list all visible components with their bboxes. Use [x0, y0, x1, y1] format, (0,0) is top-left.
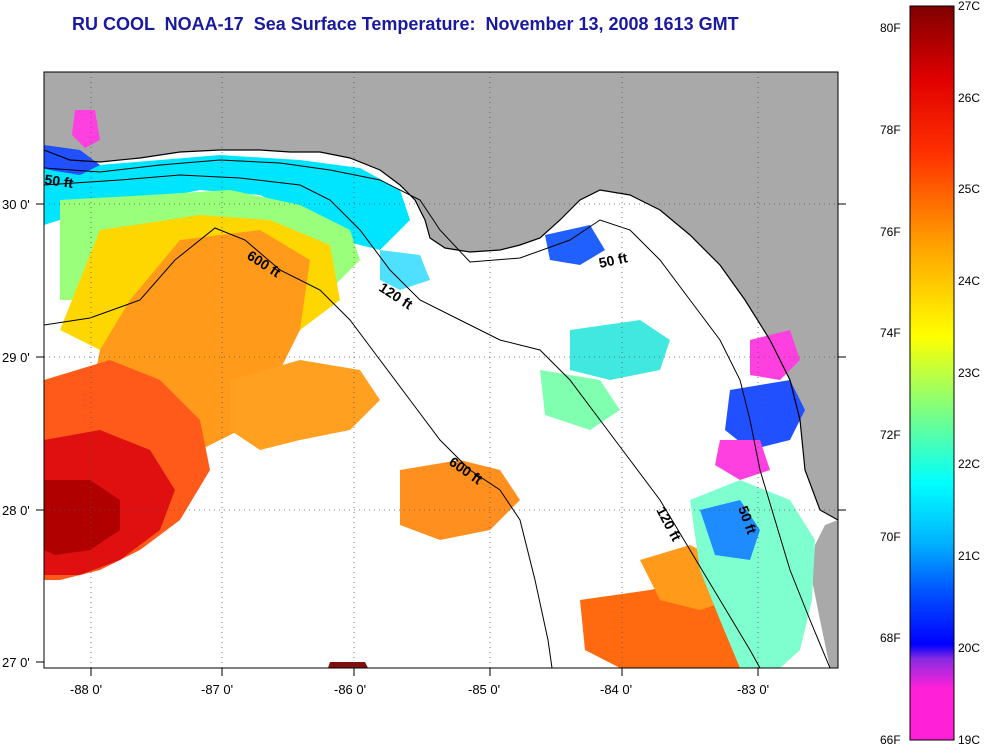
colorbar-c-label: 27C [958, 0, 980, 13]
colorbar-f-label: 66F [880, 733, 901, 747]
contour-label: 50 ft [44, 171, 75, 191]
map-title: RU COOL NOAA-17 Sea Surface Temperature:… [72, 14, 739, 34]
lon-label: -87 0' [201, 682, 233, 697]
lat-label: 27 0' [2, 655, 30, 670]
latitude-labels: 30 0' 29 0' 28 0' 27 0' [2, 197, 30, 670]
lon-label: -84 0' [600, 682, 632, 697]
colorbar-f-label: 80F [880, 21, 901, 35]
coastline [44, 149, 838, 521]
contour-50ft [44, 159, 831, 668]
colorbar-f-label: 74F [880, 326, 901, 340]
map-border [43, 71, 839, 669]
land-mass [44, 72, 838, 520]
contour-label: 50 ft [597, 249, 629, 271]
colorbar-c-label: 20C [958, 641, 980, 655]
lon-label: -86 0' [334, 682, 366, 697]
colorbar-f-label: 68F [880, 631, 901, 645]
lat-label: 29 0' [2, 350, 30, 365]
colorbar-c-label: 24C [958, 274, 980, 288]
border-ticks [36, 203, 846, 676]
colorbar-c-label: 26C [958, 91, 980, 105]
colorbar-f-label: 72F [880, 428, 901, 442]
colorbar-c-label: 21C [958, 549, 980, 563]
contour-600ft [44, 227, 553, 668]
land-east [812, 520, 838, 668]
colorbar-c-labels: 27C 26C 25C 24C 23C 22C 21C 20C 19C [958, 0, 980, 747]
sst-layer [44, 110, 815, 668]
colorbar-f-label: 70F [880, 530, 901, 544]
lat-label: 30 0' [2, 197, 30, 212]
longitude-labels: -88 0' -87 0' -86 0' -85 0' -84 0' -83 0… [70, 682, 769, 697]
lon-label: -88 0' [70, 682, 102, 697]
colorbar-f-labels: 80F 78F 76F 74F 72F 70F 68F 66F [880, 21, 901, 747]
colorbar-c-label: 19C [958, 733, 980, 747]
lat-label: 28 0' [2, 503, 30, 518]
colorbar-f-label: 78F [880, 123, 901, 137]
lon-label: -85 0' [468, 682, 500, 697]
colorbar-c-label: 22C [958, 457, 980, 471]
colorbar-f-label: 76F [880, 225, 901, 239]
colorbar-c-label: 23C [958, 366, 980, 380]
lon-label: -83 0' [737, 682, 769, 697]
color-bar [909, 5, 955, 741]
colorbar-c-label: 25C [958, 182, 980, 196]
contour-120ft [44, 174, 761, 668]
